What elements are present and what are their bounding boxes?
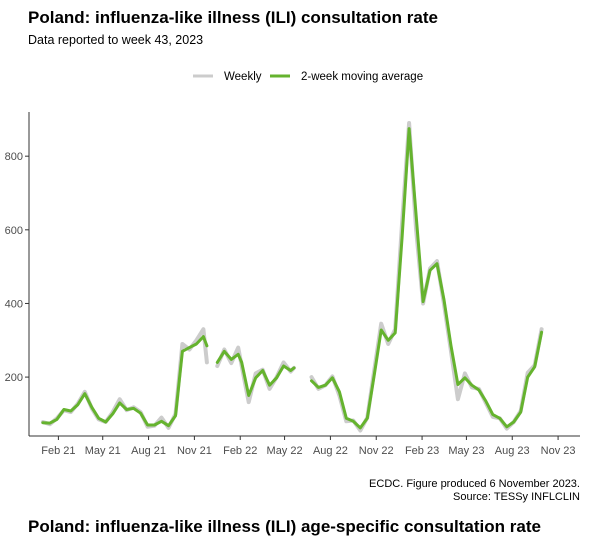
next-section-title: Poland: influenza-like illness (ILI) age…	[28, 517, 541, 536]
x-tick-label: Nov 23	[541, 445, 576, 457]
y-tick-label: 600	[5, 225, 23, 237]
chart-caption: ECDC. Figure produced 6 November 2023. S…	[369, 478, 580, 504]
x-tick-label: May 22	[267, 445, 303, 457]
x-tick-label: Aug 23	[495, 445, 530, 457]
line-chart: 200 400 600 800 Feb 21 May 21 Aug 21 Nov 21 Feb …	[5, 112, 580, 457]
legend-moving-average-label: 2-week moving average	[301, 71, 423, 83]
x-tick-label: Feb 21	[41, 445, 75, 457]
x-tick-label: Feb 22	[223, 445, 257, 457]
legend-weekly-label: Weekly	[224, 71, 262, 83]
moving-average-series-line	[215, 349, 296, 397]
x-tick-label: May 23	[448, 445, 484, 457]
x-tick-label: Nov 21	[177, 445, 212, 457]
x-tick-label: Feb 23	[405, 445, 439, 457]
y-tick-label: 400	[5, 298, 23, 310]
weekly-series-line	[309, 121, 544, 433]
x-tick-label: Nov 22	[359, 445, 394, 457]
x-tick-label: May 21	[85, 445, 121, 457]
moving-average-series-line	[41, 335, 209, 428]
moving-average-series-line	[310, 127, 544, 430]
y-tick-label: 200	[5, 372, 23, 384]
chart-title: Poland: influenza-like illness (ILI) con…	[28, 8, 438, 27]
weekly-series-line	[40, 327, 209, 430]
caption-source: Source: TESSy INFLCLIN	[453, 491, 580, 503]
y-tick-label: 800	[5, 151, 23, 163]
caption-produced: ECDC. Figure produced 6 November 2023.	[369, 478, 580, 490]
weekly-series-line	[215, 345, 296, 405]
chart-legend: Weekly 2-week moving average	[193, 71, 423, 83]
chart-subtitle: Data reported to week 43, 2023	[28, 33, 204, 47]
x-tick-label: Aug 22	[313, 445, 348, 457]
x-tick-label: Aug 21	[131, 445, 166, 457]
